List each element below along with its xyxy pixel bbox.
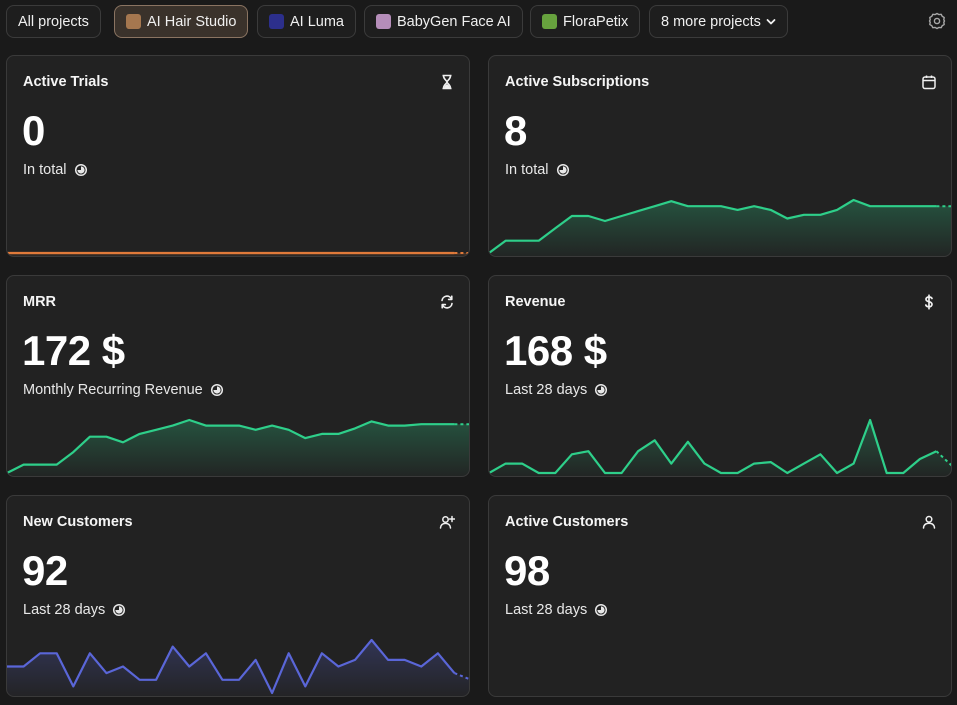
chart-area [489, 420, 951, 476]
refresh-dollar-icon [441, 295, 453, 309]
project-name: BabyGen Face AI [397, 13, 511, 30]
project-chip-ai-luma[interactable]: AI Luma [257, 5, 356, 38]
chevron-down-icon [766, 18, 776, 24]
active-subscriptions-card[interactable]: Active Subscriptions 8 In total [488, 55, 952, 257]
card-subtitle-label: Monthly Recurring Revenue [23, 382, 203, 398]
card-value: 168 $ [504, 327, 607, 374]
card-subtitle-label: Last 28 days [23, 602, 106, 618]
active-trials-chart [7, 251, 469, 256]
chart-line-projection [454, 672, 469, 681]
clock-info-icon[interactable] [556, 163, 570, 177]
hourglass-icon [442, 74, 452, 90]
active-customers-chart [489, 630, 952, 696]
project-chip-ai-hair-studio[interactable]: AI Hair Studio [114, 5, 249, 38]
clock-info-icon[interactable] [112, 603, 126, 617]
card-subtitle: In total [23, 162, 88, 178]
settings-gear-icon[interactable] [928, 12, 946, 30]
add-user-icon [439, 515, 455, 529]
card-subtitle: Monthly Recurring Revenue [23, 382, 224, 398]
card-subtitle-label: In total [505, 162, 549, 178]
card-value: 98 [504, 547, 550, 594]
card-subtitle-label: Last 28 days [505, 382, 588, 398]
card-title: Active Trials [23, 74, 109, 90]
chart-line [489, 418, 937, 475]
project-icon [376, 14, 391, 29]
card-value: 0 [22, 107, 45, 154]
clock-info-icon[interactable] [74, 163, 88, 177]
revenue-card[interactable]: Revenue 168 $ Last 28 days [488, 275, 952, 477]
chart-area [7, 640, 469, 696]
clock-info-icon[interactable] [594, 383, 608, 397]
card-subtitle-label: In total [23, 162, 67, 178]
chart-line [7, 418, 455, 474]
card-value: 8 [504, 107, 527, 154]
clock-info-icon[interactable] [210, 383, 224, 397]
chart-area [7, 420, 469, 476]
project-name: AI Luma [290, 13, 344, 30]
chart-line [489, 198, 937, 254]
chart-line-projection [935, 450, 951, 467]
project-name: AI Hair Studio [147, 13, 237, 30]
dollar-icon [924, 294, 933, 310]
card-title: Active Customers [505, 514, 629, 530]
project-chip-florapetix[interactable]: FloraPetix [530, 5, 641, 38]
card-title: Active Subscriptions [505, 74, 650, 90]
card-title: New Customers [23, 514, 133, 530]
project-icon [269, 14, 284, 29]
calendar-icon [922, 75, 936, 90]
card-subtitle-label: Last 28 days [505, 602, 588, 618]
active-subscriptions-chart [489, 198, 951, 256]
project-icon [126, 14, 141, 29]
new-customers-card[interactable]: New Customers 92 Last 28 days [6, 495, 470, 697]
project-name: FloraPetix [563, 13, 629, 30]
more-projects-dropdown[interactable]: 8 more projects [649, 5, 788, 38]
active-trials-card[interactable]: Active Trials 0 In total [6, 55, 470, 257]
project-icon [542, 14, 557, 29]
chart-line [7, 638, 456, 695]
card-subtitle: Last 28 days [505, 382, 608, 398]
mrr-card[interactable]: MRR 172 $ Monthly Recurring Revenue [6, 275, 470, 477]
active-customers-card[interactable]: Active Customers 98 Last 28 days [488, 495, 952, 697]
user-icon [922, 515, 936, 529]
card-title: MRR [23, 294, 57, 310]
card-title: Revenue [505, 294, 566, 310]
more-projects-label: 8 more projects [661, 13, 761, 30]
card-subtitle: Last 28 days [23, 602, 126, 618]
card-value: 92 [22, 547, 68, 594]
card-subtitle: Last 28 days [505, 602, 608, 618]
clock-info-icon[interactable] [594, 603, 608, 617]
mrr-chart [7, 418, 469, 476]
card-subtitle: In total [505, 162, 570, 178]
new-customers-chart [7, 638, 469, 696]
project-chip-babygen-face-ai[interactable]: BabyGen Face AI [364, 5, 523, 38]
all-projects-label: All projects [18, 13, 89, 30]
card-value: 172 $ [22, 327, 125, 374]
project-filter-bar: All projects AI Hair Studio AI Luma Baby… [0, 0, 957, 42]
all-projects-chip[interactable]: All projects [6, 5, 101, 38]
revenue-chart [489, 418, 951, 476]
chart-area [489, 200, 951, 256]
